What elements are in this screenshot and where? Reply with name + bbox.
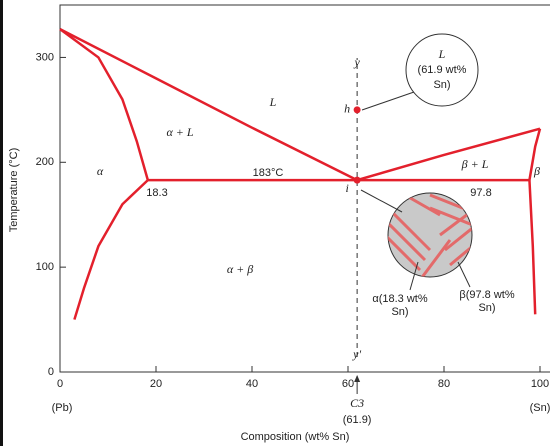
region-label: α + β xyxy=(227,262,253,276)
y-tick-label: 0 xyxy=(48,366,54,378)
bubble-text: L xyxy=(438,47,446,61)
x-tick-label: 60 xyxy=(342,378,354,390)
bubble-text: (61.9 wt% xyxy=(418,64,467,76)
state-point xyxy=(353,106,361,114)
phase-boundary xyxy=(73,179,149,320)
x-tick-label: 40 xyxy=(246,378,258,390)
region-label: β + L xyxy=(461,157,489,171)
c3-label: C3 xyxy=(350,396,364,410)
alpha-note: α(18.3 wt% xyxy=(372,293,427,305)
point-label: h xyxy=(344,102,350,116)
region-label: β xyxy=(533,164,540,178)
region-label: L xyxy=(269,95,277,109)
phase-boundary xyxy=(528,128,542,181)
alpha-note: Sn) xyxy=(391,306,408,318)
phase-boundary xyxy=(59,28,150,181)
edge xyxy=(0,0,3,446)
region-label: (Pb) xyxy=(52,402,73,414)
y-tick-label: 100 xyxy=(36,261,54,273)
beta-note: Sn) xyxy=(478,302,495,314)
x-tick-label: 100 xyxy=(531,378,549,390)
end-label: y xyxy=(353,55,360,69)
plot-frame xyxy=(59,4,550,373)
phase-boundary xyxy=(528,180,537,315)
y-tick-label: 200 xyxy=(36,156,54,168)
region-label: (Sn) xyxy=(530,402,550,414)
state-point xyxy=(353,176,361,184)
region-label: 18.3 xyxy=(146,187,167,199)
point-label: i xyxy=(345,181,348,195)
x-tick-label: 20 xyxy=(150,378,162,390)
bubble xyxy=(361,33,479,111)
y-tick-label: 300 xyxy=(36,51,54,63)
c3-arrowhead xyxy=(354,375,361,382)
c3-value: (61.9) xyxy=(343,414,372,426)
end-label: y' xyxy=(352,347,361,361)
bubble-text: Sn) xyxy=(433,79,450,91)
x-tick-label: 0 xyxy=(57,378,63,390)
region-label: 183°C xyxy=(253,167,284,179)
x-axis-label: Composition (wt% Sn) xyxy=(241,431,350,443)
microstructure xyxy=(360,189,473,291)
y-axis-label: Temperature (°C) xyxy=(8,148,20,232)
region-label: α xyxy=(97,164,104,178)
region-label: 97.8 xyxy=(470,187,491,199)
beta-note: β(97.8 wt% xyxy=(459,289,514,301)
x-tick-label: 80 xyxy=(438,378,450,390)
phase-boundary xyxy=(59,28,358,182)
region-label: α + L xyxy=(166,125,193,139)
phase-boundary xyxy=(356,127,541,182)
